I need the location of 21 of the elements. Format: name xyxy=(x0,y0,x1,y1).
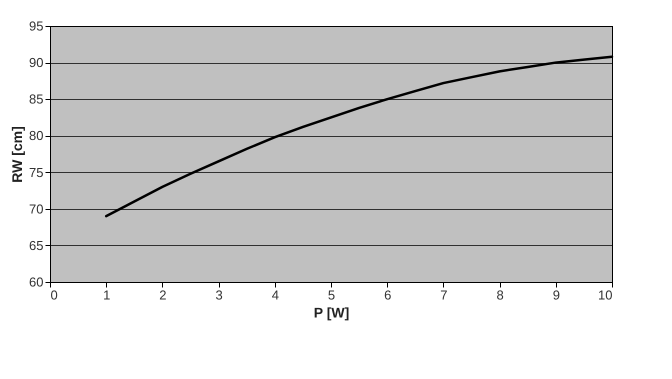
y-tick-label: 95 xyxy=(29,18,44,34)
x-tick-label: 2 xyxy=(159,288,167,302)
y-tick-label: 85 xyxy=(29,92,44,107)
y-tick-label: 60 xyxy=(29,274,44,290)
x-tick-label: 1 xyxy=(103,288,110,302)
x-tick-label: 3 xyxy=(215,288,223,302)
x-tick-label: 8 xyxy=(496,288,504,302)
y-tick-label: 90 xyxy=(29,55,44,70)
x-tick-label: 0 xyxy=(50,288,58,302)
y-tick-label: 80 xyxy=(29,128,44,144)
y-tick-label: 65 xyxy=(29,238,44,253)
x-axis-title: P [W] xyxy=(314,304,350,320)
x-tick-label: 9 xyxy=(552,288,560,302)
x-tick-label: 7 xyxy=(440,288,448,302)
x-tick-label: 5 xyxy=(328,288,336,302)
x-tick-label: 10 xyxy=(598,288,612,302)
x-tick-label: 6 xyxy=(384,288,392,302)
y-axis-title: RW [cm] xyxy=(9,126,26,183)
x-tick-label: 4 xyxy=(272,288,279,302)
y-tick-label: 70 xyxy=(29,201,44,216)
y-tick-label: 75 xyxy=(29,164,44,180)
